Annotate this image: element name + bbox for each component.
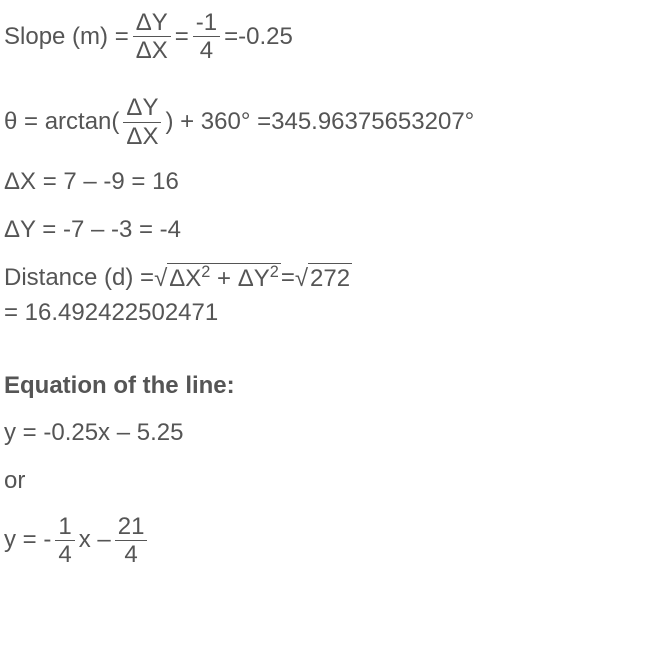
frac-den: 4: [121, 541, 140, 567]
sqrt-symbol: √: [295, 264, 308, 294]
slope-value: -0.25: [238, 22, 293, 52]
distance-label: Distance (d) =: [4, 263, 154, 293]
theta-label: θ = arctan(: [4, 107, 119, 137]
eq2-prefix: y = -: [4, 525, 51, 555]
rad-sup2: 2: [270, 263, 279, 281]
frac-num: 1: [55, 514, 74, 541]
or-text: or: [4, 466, 666, 496]
frac-num: ΔY: [123, 95, 161, 122]
theta-after: ) + 360° =: [165, 107, 271, 137]
frac-num: 21: [115, 514, 148, 541]
rad-part1: ΔX: [169, 265, 201, 292]
distance-result: = 16.492422502471: [4, 298, 666, 328]
distance-line: Distance (d) = √ ΔX2 + ΔY2 = √ 272: [4, 263, 666, 294]
rad-sup1: 2: [201, 263, 210, 281]
sqrt-symbol: √: [154, 264, 167, 294]
slope-eq1: =: [175, 22, 189, 52]
dy-label: ΔY =: [4, 216, 63, 243]
frac-den: 4: [55, 541, 74, 567]
slope-label: Slope (m) =: [4, 22, 129, 52]
frac-num: -1: [193, 10, 220, 37]
dx-label: ΔX =: [4, 168, 63, 195]
dy-expr: -7 – -3 = -4: [63, 216, 181, 243]
frac-den: ΔX: [123, 123, 161, 149]
delta-x-line: ΔX = 7 – -9 = 16: [4, 167, 666, 197]
eq2-frac-1: 1 4: [55, 514, 74, 567]
eq2-frac-2: 21 4: [115, 514, 148, 567]
delta-y-line: ΔY = -7 – -3 = -4: [4, 215, 666, 245]
sqrt-expr: √ ΔX2 + ΔY2: [154, 263, 281, 294]
theta-line: θ = arctan( ΔY ΔX ) + 360° = 345.9637565…: [4, 95, 666, 148]
rad-plus: + ΔY: [210, 265, 269, 292]
slope-line: Slope (m) = ΔY ΔX = -1 4 = -0.25: [4, 10, 666, 63]
dx-expr: 7 – -9 = 16: [63, 168, 178, 195]
sqrt-272: √ 272: [295, 263, 352, 294]
theta-fraction: ΔY ΔX: [123, 95, 161, 148]
sqrt-rad-272: 272: [308, 263, 352, 294]
frac-den: ΔX: [133, 37, 171, 63]
equation-line-2: y = - 1 4 x – 21 4: [4, 514, 666, 567]
distance-eq: =: [281, 263, 295, 293]
slope-eq2: =: [224, 22, 238, 52]
slope-fraction-dy-dx: ΔY ΔX: [133, 10, 171, 63]
equation-line-1: y = -0.25x – 5.25: [4, 418, 666, 448]
theta-value: 345.96375653207°: [271, 107, 474, 137]
slope-fraction-value: -1 4: [193, 10, 220, 63]
sqrt-radicand: ΔX2 + ΔY2: [167, 263, 281, 294]
frac-den: 4: [197, 37, 216, 63]
eq2-mid: x –: [79, 525, 111, 555]
frac-num: ΔY: [133, 10, 171, 37]
equation-heading: Equation of the line:: [4, 372, 666, 400]
